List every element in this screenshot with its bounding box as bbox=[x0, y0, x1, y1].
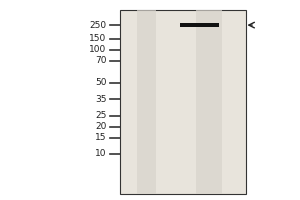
Text: 100: 100 bbox=[89, 45, 106, 54]
Text: 50: 50 bbox=[95, 78, 106, 87]
Bar bbox=[196, 10, 223, 194]
Text: 150: 150 bbox=[89, 34, 106, 43]
Text: 250: 250 bbox=[89, 21, 106, 30]
Text: 15: 15 bbox=[95, 133, 106, 142]
Bar bbox=[137, 10, 156, 194]
Text: 35: 35 bbox=[95, 95, 106, 104]
Text: 25: 25 bbox=[95, 111, 106, 120]
Text: 70: 70 bbox=[95, 56, 106, 65]
Bar bbox=[180, 23, 219, 27]
Text: 10: 10 bbox=[95, 149, 106, 158]
Bar bbox=[120, 10, 246, 194]
Text: 20: 20 bbox=[95, 122, 106, 131]
